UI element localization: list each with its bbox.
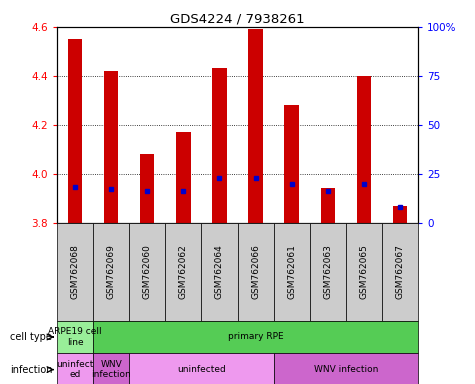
Bar [321, 189, 335, 223]
Bar [212, 68, 227, 223]
Text: WNV infection: WNV infection [314, 365, 378, 374]
Text: GSM762066: GSM762066 [251, 244, 260, 299]
Text: primary RPE: primary RPE [228, 333, 284, 341]
Bar [248, 29, 263, 223]
Bar [140, 154, 154, 223]
Text: GSM762064: GSM762064 [215, 244, 224, 299]
Bar [285, 105, 299, 223]
Bar [357, 76, 371, 223]
Bar [104, 71, 118, 223]
Text: uninfect
ed: uninfect ed [57, 360, 94, 379]
Text: GSM762062: GSM762062 [179, 244, 188, 299]
Text: GSM762060: GSM762060 [143, 244, 152, 299]
Text: GSM762063: GSM762063 [323, 244, 332, 299]
Text: uninfected: uninfected [177, 365, 226, 374]
Text: WNV
infection: WNV infection [91, 360, 131, 379]
Text: GSM762067: GSM762067 [396, 244, 404, 299]
Title: GDS4224 / 7938261: GDS4224 / 7938261 [170, 13, 305, 26]
Bar [68, 39, 82, 223]
Text: ARPE19 cell
line: ARPE19 cell line [48, 327, 102, 347]
Text: GSM762068: GSM762068 [71, 244, 79, 299]
Text: cell type: cell type [10, 332, 52, 342]
Bar [176, 132, 190, 223]
Text: GSM762061: GSM762061 [287, 244, 296, 299]
Text: GSM762065: GSM762065 [360, 244, 368, 299]
Text: GSM762069: GSM762069 [107, 244, 115, 299]
Text: infection: infection [10, 364, 52, 375]
Bar [393, 205, 407, 223]
